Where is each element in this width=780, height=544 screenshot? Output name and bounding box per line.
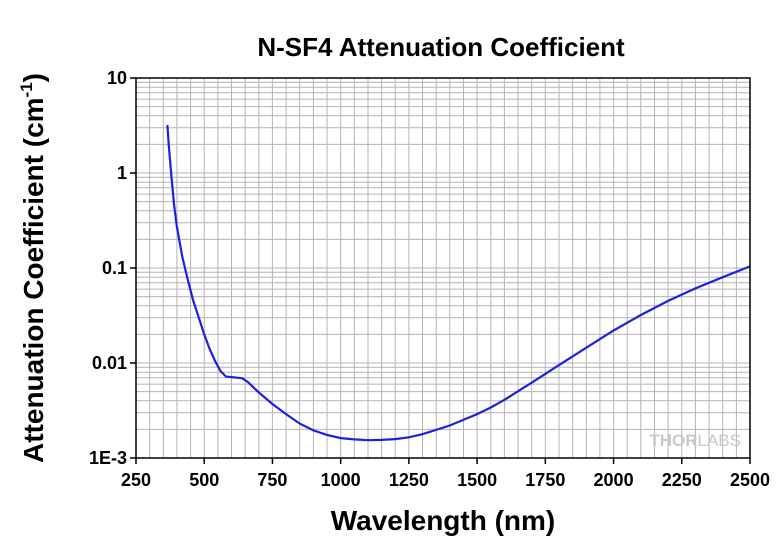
svg-text:THORLABS: THORLABS [649,431,741,450]
x-tick-label: 250 [121,470,151,490]
y-axis-label-close: ) [18,73,49,82]
x-tick-label: 2000 [594,470,634,490]
grid [136,78,750,458]
x-tick-label: 2250 [662,470,702,490]
series-line-0 [166,124,751,442]
y-axis-label: Attenuation Coefficient (cm-1) [17,73,49,463]
y-tick-label: 1E-3 [89,448,127,468]
y-tick-label: 0.1 [102,258,127,278]
x-tick-label: 1750 [525,470,565,490]
y-tick-label: 10 [107,68,127,88]
thorlabs-logo: THORLABS [649,431,741,450]
x-tick-label: 750 [257,470,287,490]
x-tick-label: 1000 [321,470,361,490]
logo-text-thor: THOR [649,431,697,450]
logo-text-labs: LABS [698,431,741,450]
x-tick-label: 1250 [389,470,429,490]
x-axis-ticks: 250 500 750 1000 1250 1500 1750 2000 2250 2500 [121,458,770,490]
x-tick-label: 2500 [730,470,770,490]
chart-title: N-SF4 Attenuation Coefficient [257,32,625,62]
y-tick-label: 0.01 [92,353,127,373]
x-tick-label: 500 [189,470,219,490]
y-tick-label: 1 [117,163,127,183]
y-axis-label-superscript: -1 [17,82,36,97]
x-axis-label: Wavelength (nm) [331,505,556,536]
y-axis-label-main: Attenuation Coefficient (cm [18,97,49,463]
x-tick-label: 1500 [457,470,497,490]
y-axis-ticks: 1E-3 0.01 0.1 1 10 [89,68,136,468]
series-layer [166,124,751,442]
